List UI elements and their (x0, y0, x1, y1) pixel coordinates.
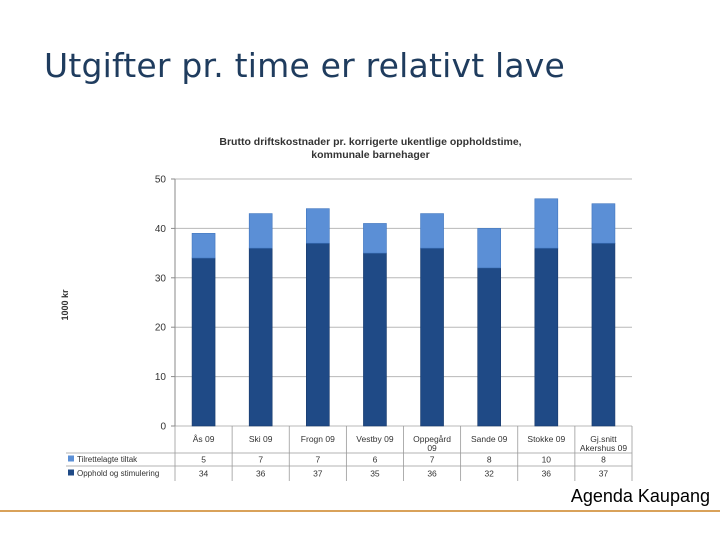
category-label: Ås 09 (193, 434, 215, 444)
bar-segment (477, 228, 501, 269)
table-value: 36 (427, 469, 437, 479)
table-value: 37 (599, 469, 609, 479)
category-label: Stokke 09 (527, 434, 565, 444)
table-value: 37 (313, 469, 323, 479)
category-label: Frogn 09 (301, 434, 335, 444)
chart-title-line: Brutto driftskostnader pr. korrigerte uk… (219, 136, 521, 148)
bar-segment (534, 198, 559, 249)
stacked-bar-chart: Brutto driftskostnader pr. korrigerte uk… (60, 136, 633, 481)
table-value: 10 (542, 455, 552, 465)
category-label: 09 (427, 443, 437, 453)
table-value: 7 (315, 455, 320, 465)
table-value: 32 (484, 469, 494, 479)
bar-segment (420, 247, 444, 427)
legend-swatch (68, 455, 74, 462)
table-value: 7 (258, 455, 263, 465)
category-label: Sande 09 (471, 434, 508, 444)
y-tick-label: 0 (160, 422, 166, 433)
category-label: Ski 09 (249, 434, 273, 444)
category-label: Vestby 09 (356, 434, 394, 444)
table-value: 6 (373, 455, 378, 465)
table-value: 5 (201, 455, 206, 465)
bar-segment (248, 213, 273, 249)
bar-segment (363, 223, 387, 254)
y-tick-label: 40 (155, 224, 167, 235)
bar-segment (306, 242, 330, 427)
bar-segment (191, 233, 216, 259)
y-tick-label: 30 (155, 273, 167, 284)
category-label: Gj.snitt (590, 434, 617, 444)
y-tick-label: 10 (155, 372, 167, 383)
legend-label: Tilrettelagte tiltak (77, 455, 138, 464)
category-label: Akershus 09 (580, 443, 628, 453)
footer-brand: Agenda Kaupang (570, 486, 710, 506)
y-axis-label: 1000 kr (60, 289, 70, 321)
table-value: 36 (256, 469, 266, 479)
slide-title: Utgifter pr. time er relativt lave (44, 46, 566, 85)
bar-segment (591, 242, 616, 427)
category-label: Oppegård (413, 434, 451, 444)
chart-title-line: kommunale barnehager (311, 149, 429, 161)
bar-segment (477, 267, 501, 427)
bar-segment (363, 252, 387, 427)
table-value: 36 (542, 469, 552, 479)
bar-segment (306, 208, 330, 244)
legend-label: Opphold og stimulering (77, 469, 159, 478)
table-value: 8 (487, 455, 492, 465)
legend-swatch (68, 469, 74, 476)
table-value: 8 (601, 455, 606, 465)
bar-segment (420, 213, 444, 249)
y-tick-label: 50 (155, 175, 167, 186)
table-value: 7 (430, 455, 435, 465)
footer-divider (0, 510, 720, 512)
bar-segment (191, 257, 216, 427)
bar-segment (248, 247, 273, 427)
y-tick-label: 20 (155, 323, 167, 334)
table-value: 34 (199, 469, 209, 479)
bar-segment (534, 247, 559, 427)
bar-segment (591, 203, 616, 244)
table-value: 35 (370, 469, 380, 479)
